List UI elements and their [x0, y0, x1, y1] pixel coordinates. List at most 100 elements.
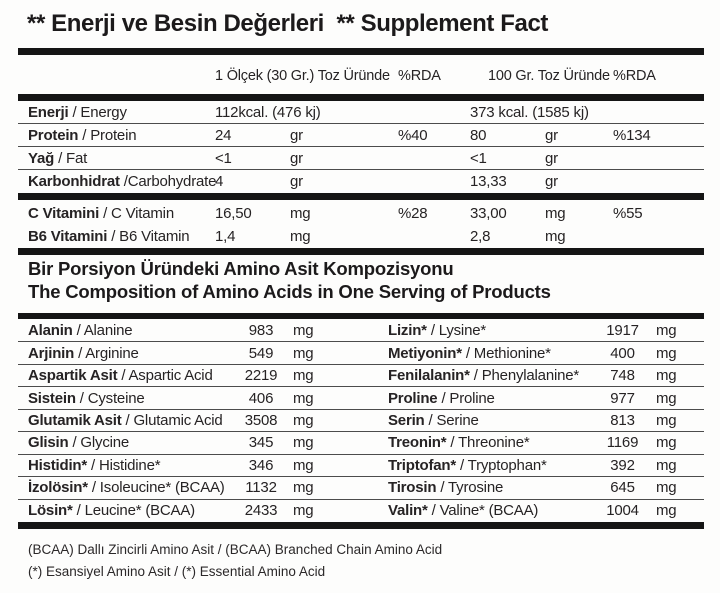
nutrient-name: C Vitamini / C Vitamin — [18, 205, 215, 222]
amino-value-left: 549 — [248, 344, 274, 362]
divider-bar-macros — [18, 193, 704, 200]
divider-bar-bottom — [18, 522, 704, 529]
amino-name-en: / Valine* (BCAA) — [431, 502, 539, 520]
amino-name-left: İzolösin* / Isoleucine* (BCAA) — [18, 479, 230, 496]
col-header-serving: 1 Ölçek (30 Gr.) Toz Üründe — [215, 68, 390, 84]
amino-unit-right: mg — [656, 434, 677, 452]
footnote-essential: (*) Esansiyel Amino Asit / (*) Essential… — [28, 564, 326, 579]
nutrient-name-en: / Protein — [82, 126, 137, 144]
amino-unit-left: mg — [293, 456, 314, 474]
amino-row: İzolösin* / Isoleucine* (BCAA) 1132 mg Ti… — [18, 477, 704, 500]
nutrient-row-vitamin-c: C Vitamini / C Vitamin 16,50 mg %28 33,00… — [18, 202, 704, 225]
nutrient-name: Enerji / Energy — [18, 104, 215, 121]
unit-serving: mg — [290, 228, 311, 245]
unit-100g: mg — [545, 205, 566, 222]
energy-nutrient-table: Enerji / Energy 112kcal. (476 kj) 373 kca… — [18, 101, 704, 193]
amino-name-tr: Glisin — [28, 434, 69, 452]
amino-row: Arjinin / Arginine 549 mg Metiyonin* / Met… — [18, 342, 704, 365]
amino-unit-right: mg — [656, 502, 677, 520]
amino-value-right: 400 — [610, 344, 635, 362]
amino-value-right: 1169 — [606, 434, 639, 452]
amino-row: Glisin / Glycine 345 mg Treonin* / Threoni… — [18, 432, 704, 455]
amino-value-left: 2433 — [244, 502, 278, 520]
amino-name-en: / Tyrosine — [440, 479, 504, 497]
amino-acid-table: Alanin / Alanine 983 mg Lizin* / Lysine* 1… — [18, 320, 704, 522]
nutrient-name: Karbonhidrat/Carbohydrate — [18, 173, 217, 190]
value-serving: <1 — [215, 149, 232, 167]
nutrient-name-tr: Karbonhidrat — [28, 173, 120, 190]
amino-unit-left: mg — [293, 367, 314, 385]
amino-row: Histidin* / Histidine* 346 mg Triptofan* /… — [18, 455, 704, 478]
amino-unit-left: mg — [293, 434, 314, 452]
amino-unit-left: mg — [293, 479, 314, 497]
amino-section-title-tr: Bir Porsiyon Üründeki Amino Asit Kompozi… — [28, 258, 454, 279]
amino-unit-right: mg — [656, 389, 677, 407]
page-title: ** Enerji ve Besin Değerleri ** Suppleme… — [27, 10, 548, 37]
amino-value-right: 645 — [610, 479, 635, 497]
nutrient-name-tr: Protein — [28, 126, 79, 144]
amino-name-tr: Proline — [388, 389, 438, 407]
rda-serving: %28 — [398, 205, 428, 222]
nutrient-name-en: / C Vitamin — [103, 205, 174, 222]
rda-serving: %40 — [398, 126, 428, 144]
amino-value-right: 748 — [610, 367, 635, 385]
nutrient-name-en: / Energy — [72, 103, 127, 121]
amino-name-en: / Alanine — [76, 322, 133, 340]
amino-name-tr: Alanin — [28, 322, 73, 340]
amino-unit-left: mg — [293, 411, 314, 429]
amino-row: Sistein / Cysteine 406 mg Proline / Prolin… — [18, 387, 704, 410]
amino-name-tr: Glutamik Asit — [28, 411, 122, 429]
amino-value-left: 983 — [248, 322, 274, 340]
amino-row: Aspartik Asit / Aspartic Acid 2219 mg Fen… — [18, 365, 704, 388]
amino-name-left: Sistein / Cysteine — [18, 390, 230, 407]
amino-name-right: Triptofan* / Tryptophan* — [370, 457, 590, 474]
amino-unit-right: mg — [656, 367, 677, 385]
amino-section-title-en: The Composition of Amino Acids in One Se… — [28, 281, 551, 302]
unit-100g: gr — [545, 126, 558, 144]
nutrient-name: B6 Vitamini / B6 Vitamin — [18, 228, 215, 245]
amino-name-right: Valin* / Valine* (BCAA) — [370, 502, 590, 519]
nutrient-row-protein: Protein / Protein 24 gr %40 80 gr %134 — [18, 124, 704, 147]
amino-unit-left: mg — [293, 322, 314, 340]
amino-name-right: Metiyonin* / Methionine* — [370, 345, 590, 362]
unit-100g: mg — [545, 228, 566, 245]
amino-name-tr: Aspartik Asit — [28, 367, 118, 385]
amino-unit-left: mg — [293, 389, 314, 407]
nutrient-row-fat: Yağ / Fat <1 gr <1 gr — [18, 147, 704, 170]
nutrient-name-tr: B6 Vitamini — [28, 228, 108, 245]
nutrient-name-tr: Yağ — [28, 149, 55, 167]
amino-name-tr: İzolösin* — [28, 479, 88, 497]
rda-100g: %55 — [613, 205, 643, 222]
amino-name-right: Fenilalanin* / Phenylalanine* — [370, 367, 590, 384]
nutrient-name-en: /Carbohydrate — [123, 173, 217, 190]
amino-name-tr: Serin — [388, 411, 425, 429]
amino-value-left: 3508 — [244, 411, 278, 429]
amino-name-tr: Histidin* — [28, 456, 88, 474]
value-serving: 4 — [215, 173, 224, 190]
amino-name-left: Alanin / Alanine — [18, 322, 230, 339]
amino-name-en: / Leucine* (BCAA) — [76, 502, 196, 520]
amino-name-left: Glutamik Asit / Glutamic Acid — [18, 412, 230, 429]
value-serving: 1,4 — [215, 228, 236, 245]
amino-unit-right: mg — [656, 344, 677, 362]
nutrient-row-carbohydrate: Karbonhidrat/Carbohydrate 4 gr 13,33 gr — [18, 170, 704, 193]
amino-name-en: / Phenylalanine* — [473, 367, 580, 385]
col-header-rda-100g: %RDA — [613, 68, 656, 84]
vitamin-table: C Vitamini / C Vitamin 16,50 mg %28 33,00… — [18, 202, 704, 248]
amino-unit-right: mg — [656, 322, 677, 340]
col-header-100g: 100 Gr. Toz Üründe — [488, 68, 610, 84]
amino-value-left: 2219 — [244, 367, 278, 385]
amino-name-tr: Fenilalanin* — [388, 367, 470, 385]
amino-name-tr: Tirosin — [388, 479, 437, 497]
nutrient-name-tr: Enerji — [28, 103, 69, 121]
amino-name-tr: Metiyonin* — [388, 344, 462, 362]
value-100g: 33,00 — [470, 205, 507, 222]
amino-unit-right: mg — [656, 411, 677, 429]
amino-name-tr: Arjinin — [28, 344, 75, 362]
amino-name-right: Serin / Serine — [370, 412, 590, 429]
amino-name-left: Histidin* / Histidine* — [18, 457, 230, 474]
value-100g: <1 — [470, 149, 487, 167]
rda-100g: %134 — [613, 126, 651, 144]
amino-row: Lösin* / Leucine* (BCAA) 2433 mg Valin* / … — [18, 500, 704, 522]
unit-serving: gr — [290, 149, 303, 167]
